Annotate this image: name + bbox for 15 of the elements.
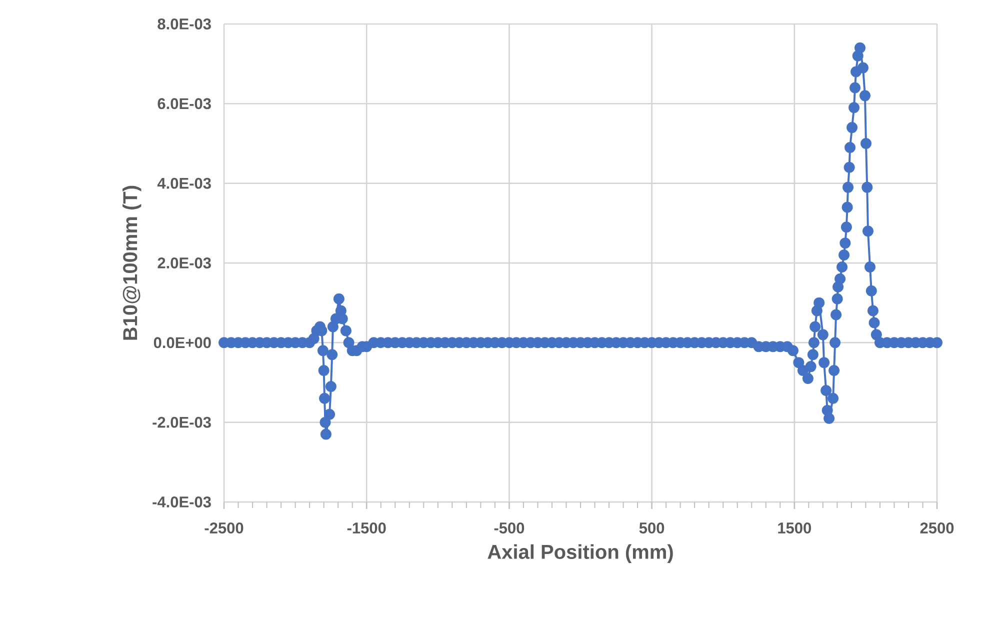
x-axis-title: Axial Position (mm) <box>488 544 673 563</box>
x-tick-label: 1500 <box>778 522 812 534</box>
x-tick-label: 500 <box>639 522 664 534</box>
y-tick-label: 6.0E-03 <box>158 98 211 110</box>
x-tick-label: -1500 <box>347 522 386 534</box>
y-tick-label: 0.0E+00 <box>154 337 211 348</box>
x-tick-label: -2500 <box>204 522 244 534</box>
y-tick-label: 2.0E-03 <box>158 257 211 268</box>
x-tick-label: -500 <box>494 522 524 534</box>
y-tick-label: -4.0E-03 <box>152 496 211 508</box>
y-tick-label: -2.0E-03 <box>152 416 211 428</box>
y-tick-label: 8.0E-03 <box>158 18 211 30</box>
y-tick-label: 4.0E-03 <box>157 178 211 189</box>
x-tick-label: 2500 <box>920 522 954 534</box>
y-axis-title: B10@100mm (T) <box>122 186 142 340</box>
